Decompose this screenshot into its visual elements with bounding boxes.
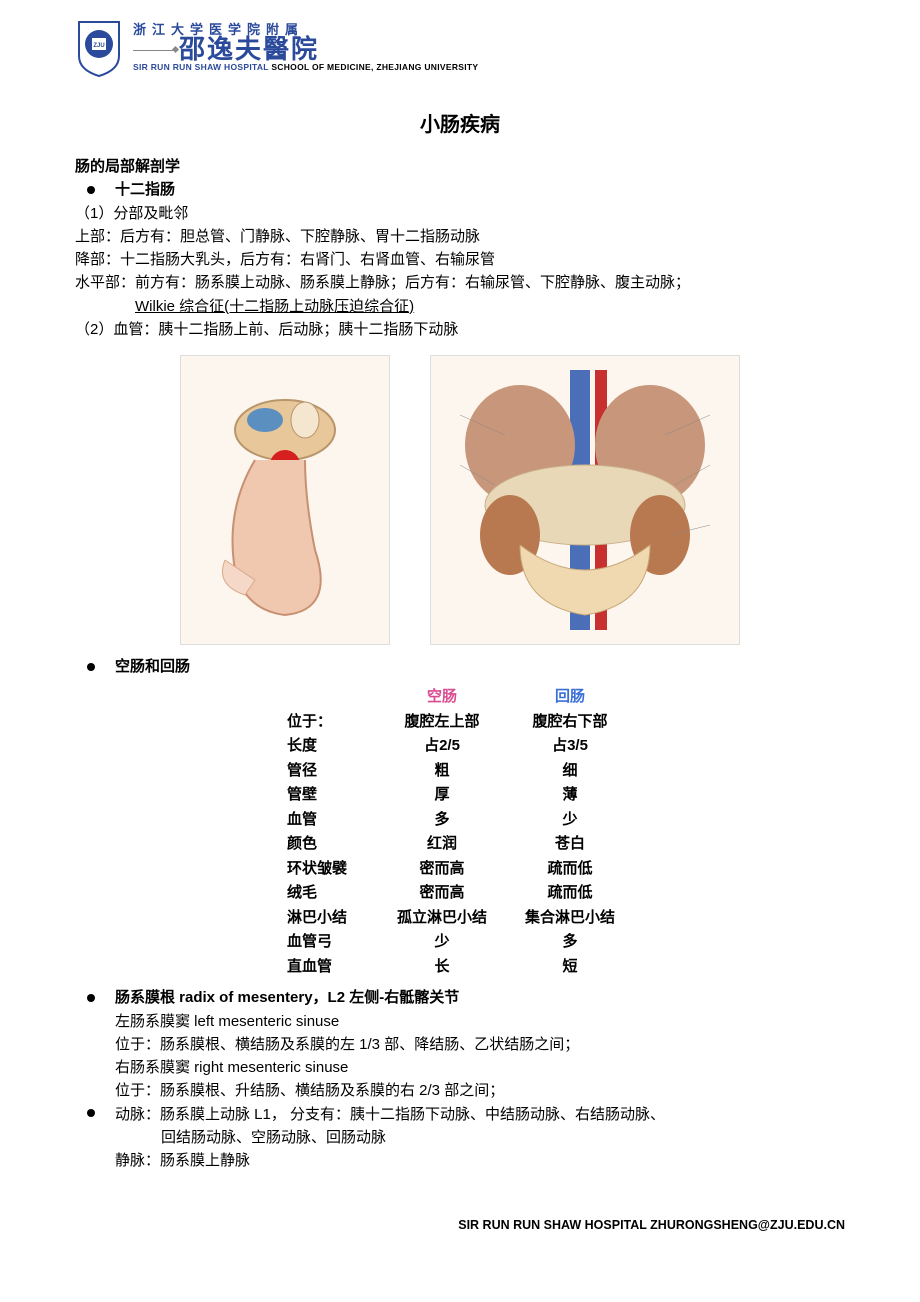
table-cell-jejunum: 长	[379, 956, 505, 979]
table-cell-ileum: 苍白	[507, 833, 633, 856]
bullet-jejunum-ileum: 空肠和回肠	[75, 655, 845, 678]
bullet-artery: 动脉：肠系膜上动脉 L1， 分支有：胰十二指肠下动脉、中结肠动脉、右结肠动脉、 …	[75, 1103, 845, 1173]
table-cell-jejunum: 密而高	[379, 882, 505, 905]
table-cell-jejunum: 孤立淋巴小结	[379, 907, 505, 930]
table-cell-ileum: 细	[507, 760, 633, 783]
page-footer: SIR RUN RUN SHAW HOSPITAL ZHURONGSHENG@Z…	[458, 1218, 845, 1232]
bullet-duodenum-label: 十二指肠	[115, 178, 175, 201]
table-row: 长度占2/5占3/5	[287, 735, 633, 758]
section-anatomy-heading: 肠的局部解剖学	[75, 155, 845, 178]
table-row: 颜色红润苍白	[287, 833, 633, 856]
wilkie-syndrome: Wilkie 综合征(十二指肠上动脉压迫综合征)	[135, 295, 845, 318]
svg-text:ZJU: ZJU	[93, 43, 104, 49]
hospital-logo-text: 浙江大学医学院附属 邵逸夫醫院 SIR RUN RUN SHAW HOSPITA…	[133, 23, 478, 73]
table-cell-jejunum: 密而高	[379, 858, 505, 881]
table-cell-ileum: 腹腔右下部	[507, 711, 633, 734]
bullet-mesentery-root: 肠系膜根 radix of mesentery，L2 左侧-右骶髂关节	[75, 986, 845, 1009]
hospital-name-en: SIR RUN RUN SHAW HOSPITAL SCHOOL OF MEDI…	[133, 63, 478, 72]
table-cell-ileum: 多	[507, 931, 633, 954]
document-title: 小肠疾病	[75, 108, 845, 137]
hospital-name-cn: 邵逸夫醫院	[179, 37, 319, 63]
table-header-ileum: 回肠	[507, 686, 633, 709]
sub2-vessels: （2）血管：胰十二指肠上前、后动脉；胰十二指肠下动脉	[75, 318, 845, 341]
vein-line: 静脉：肠系膜上静脉	[115, 1149, 845, 1172]
bullet-icon	[87, 663, 95, 671]
table-row: 血管多少	[287, 809, 633, 832]
abdominal-vessels-illustration	[430, 355, 740, 645]
right-sinuse-location: 位于：肠系膜根、升结肠、横结肠及系膜的右 2/3 部之间；	[115, 1079, 845, 1102]
bullet-icon	[87, 994, 95, 1002]
table-row-label: 血管	[287, 809, 377, 832]
duodenum-descending: 降部：十二指肠大乳头，后方有：右肾门、右肾血管、右输尿管	[75, 248, 845, 271]
table-row-label: 绒毛	[287, 882, 377, 905]
hospital-logo-badge: ZJU	[75, 18, 123, 78]
table-row: 环状皱襞密而高疏而低	[287, 858, 633, 881]
table-cell-jejunum: 占2/5	[379, 735, 505, 758]
table-row: 直血管长短	[287, 956, 633, 979]
table-cell-jejunum: 厚	[379, 784, 505, 807]
bullet-mesentery-label: 肠系膜根 radix of mesentery，L2 左侧-右骶髂关节	[115, 986, 459, 1009]
table-row-label: 血管弓	[287, 931, 377, 954]
table-row-label: 颜色	[287, 833, 377, 856]
table-row-label: 环状皱襞	[287, 858, 377, 881]
table-row: 管壁厚薄	[287, 784, 633, 807]
bullet-jejunum-ileum-label: 空肠和回肠	[115, 655, 190, 678]
duodenum-horizontal: 水平部：前方有：肠系膜上动脉、肠系膜上静脉；后方有：右输尿管、下腔静脉、腹主动脉…	[75, 271, 845, 294]
right-sinuse-label: 右肠系膜窦 right mesenteric sinuse	[115, 1056, 845, 1079]
table-cell-ileum: 疏而低	[507, 858, 633, 881]
anatomical-images-row	[75, 355, 845, 645]
table-row-label: 淋巴小结	[287, 907, 377, 930]
duodenum-upper: 上部：后方有：胆总管、门静脉、下腔静脉、胃十二指肠动脉	[75, 225, 845, 248]
bullet-icon	[87, 1109, 95, 1117]
table-cell-jejunum: 多	[379, 809, 505, 832]
table-cell-jejunum: 腹腔左上部	[379, 711, 505, 734]
table-cell-jejunum: 粗	[379, 760, 505, 783]
left-sinuse-label: 左肠系膜窦 left mesenteric sinuse	[115, 1010, 845, 1033]
table-row-label: 直血管	[287, 956, 377, 979]
artery-line1: 动脉：肠系膜上动脉 L1， 分支有：胰十二指肠下动脉、中结肠动脉、右结肠动脉、	[115, 1103, 845, 1126]
sub1-label: （1）分部及毗邻	[75, 202, 845, 225]
table-row: 淋巴小结孤立淋巴小结集合淋巴小结	[287, 907, 633, 930]
jejunum-ileum-comparison-table: 空肠回肠位于：腹腔左上部腹腔右下部长度占2/5占3/5管径粗细管壁厚薄血管多少颜…	[285, 684, 635, 980]
table-cell-ileum: 薄	[507, 784, 633, 807]
table-row-label: 管壁	[287, 784, 377, 807]
table-row: 绒毛密而高疏而低	[287, 882, 633, 905]
table-row-label: 位于：	[287, 711, 377, 734]
table-header-jejunum: 空肠	[379, 686, 505, 709]
document-body: 肠的局部解剖学 十二指肠 （1）分部及毗邻 上部：后方有：胆总管、门静脉、下腔静…	[75, 155, 845, 1172]
table-cell-ileum: 占3/5	[507, 735, 633, 758]
bullet-duodenum: 十二指肠	[75, 178, 845, 201]
table-row: 管径粗细	[287, 760, 633, 783]
artery-line2: 回结肠动脉、空肠动脉、回肠动脉	[161, 1126, 845, 1149]
table-row-label: 管径	[287, 760, 377, 783]
document-header: ZJU 浙江大学医学院附属 邵逸夫醫院 SIR RUN RUN SHAW HOS…	[75, 18, 845, 78]
mesentery-details: 左肠系膜窦 left mesenteric sinuse 位于：肠系膜根、横结肠…	[115, 1010, 845, 1103]
duodenum-illustration	[180, 355, 390, 645]
table-cell-jejunum: 红润	[379, 833, 505, 856]
left-sinuse-location: 位于：肠系膜根、横结肠及系膜的左 1/3 部、降结肠、乙状结肠之间；	[115, 1033, 845, 1056]
table-row: 位于：腹腔左上部腹腔右下部	[287, 711, 633, 734]
table-row: 血管弓少多	[287, 931, 633, 954]
table-cell-ileum: 短	[507, 956, 633, 979]
table-cell-ileum: 少	[507, 809, 633, 832]
bullet-icon	[87, 186, 95, 194]
table-row-label: 长度	[287, 735, 377, 758]
table-cell-ileum: 疏而低	[507, 882, 633, 905]
table-cell-ileum: 集合淋巴小结	[507, 907, 633, 930]
logo-divider	[133, 50, 173, 51]
table-cell-jejunum: 少	[379, 931, 505, 954]
